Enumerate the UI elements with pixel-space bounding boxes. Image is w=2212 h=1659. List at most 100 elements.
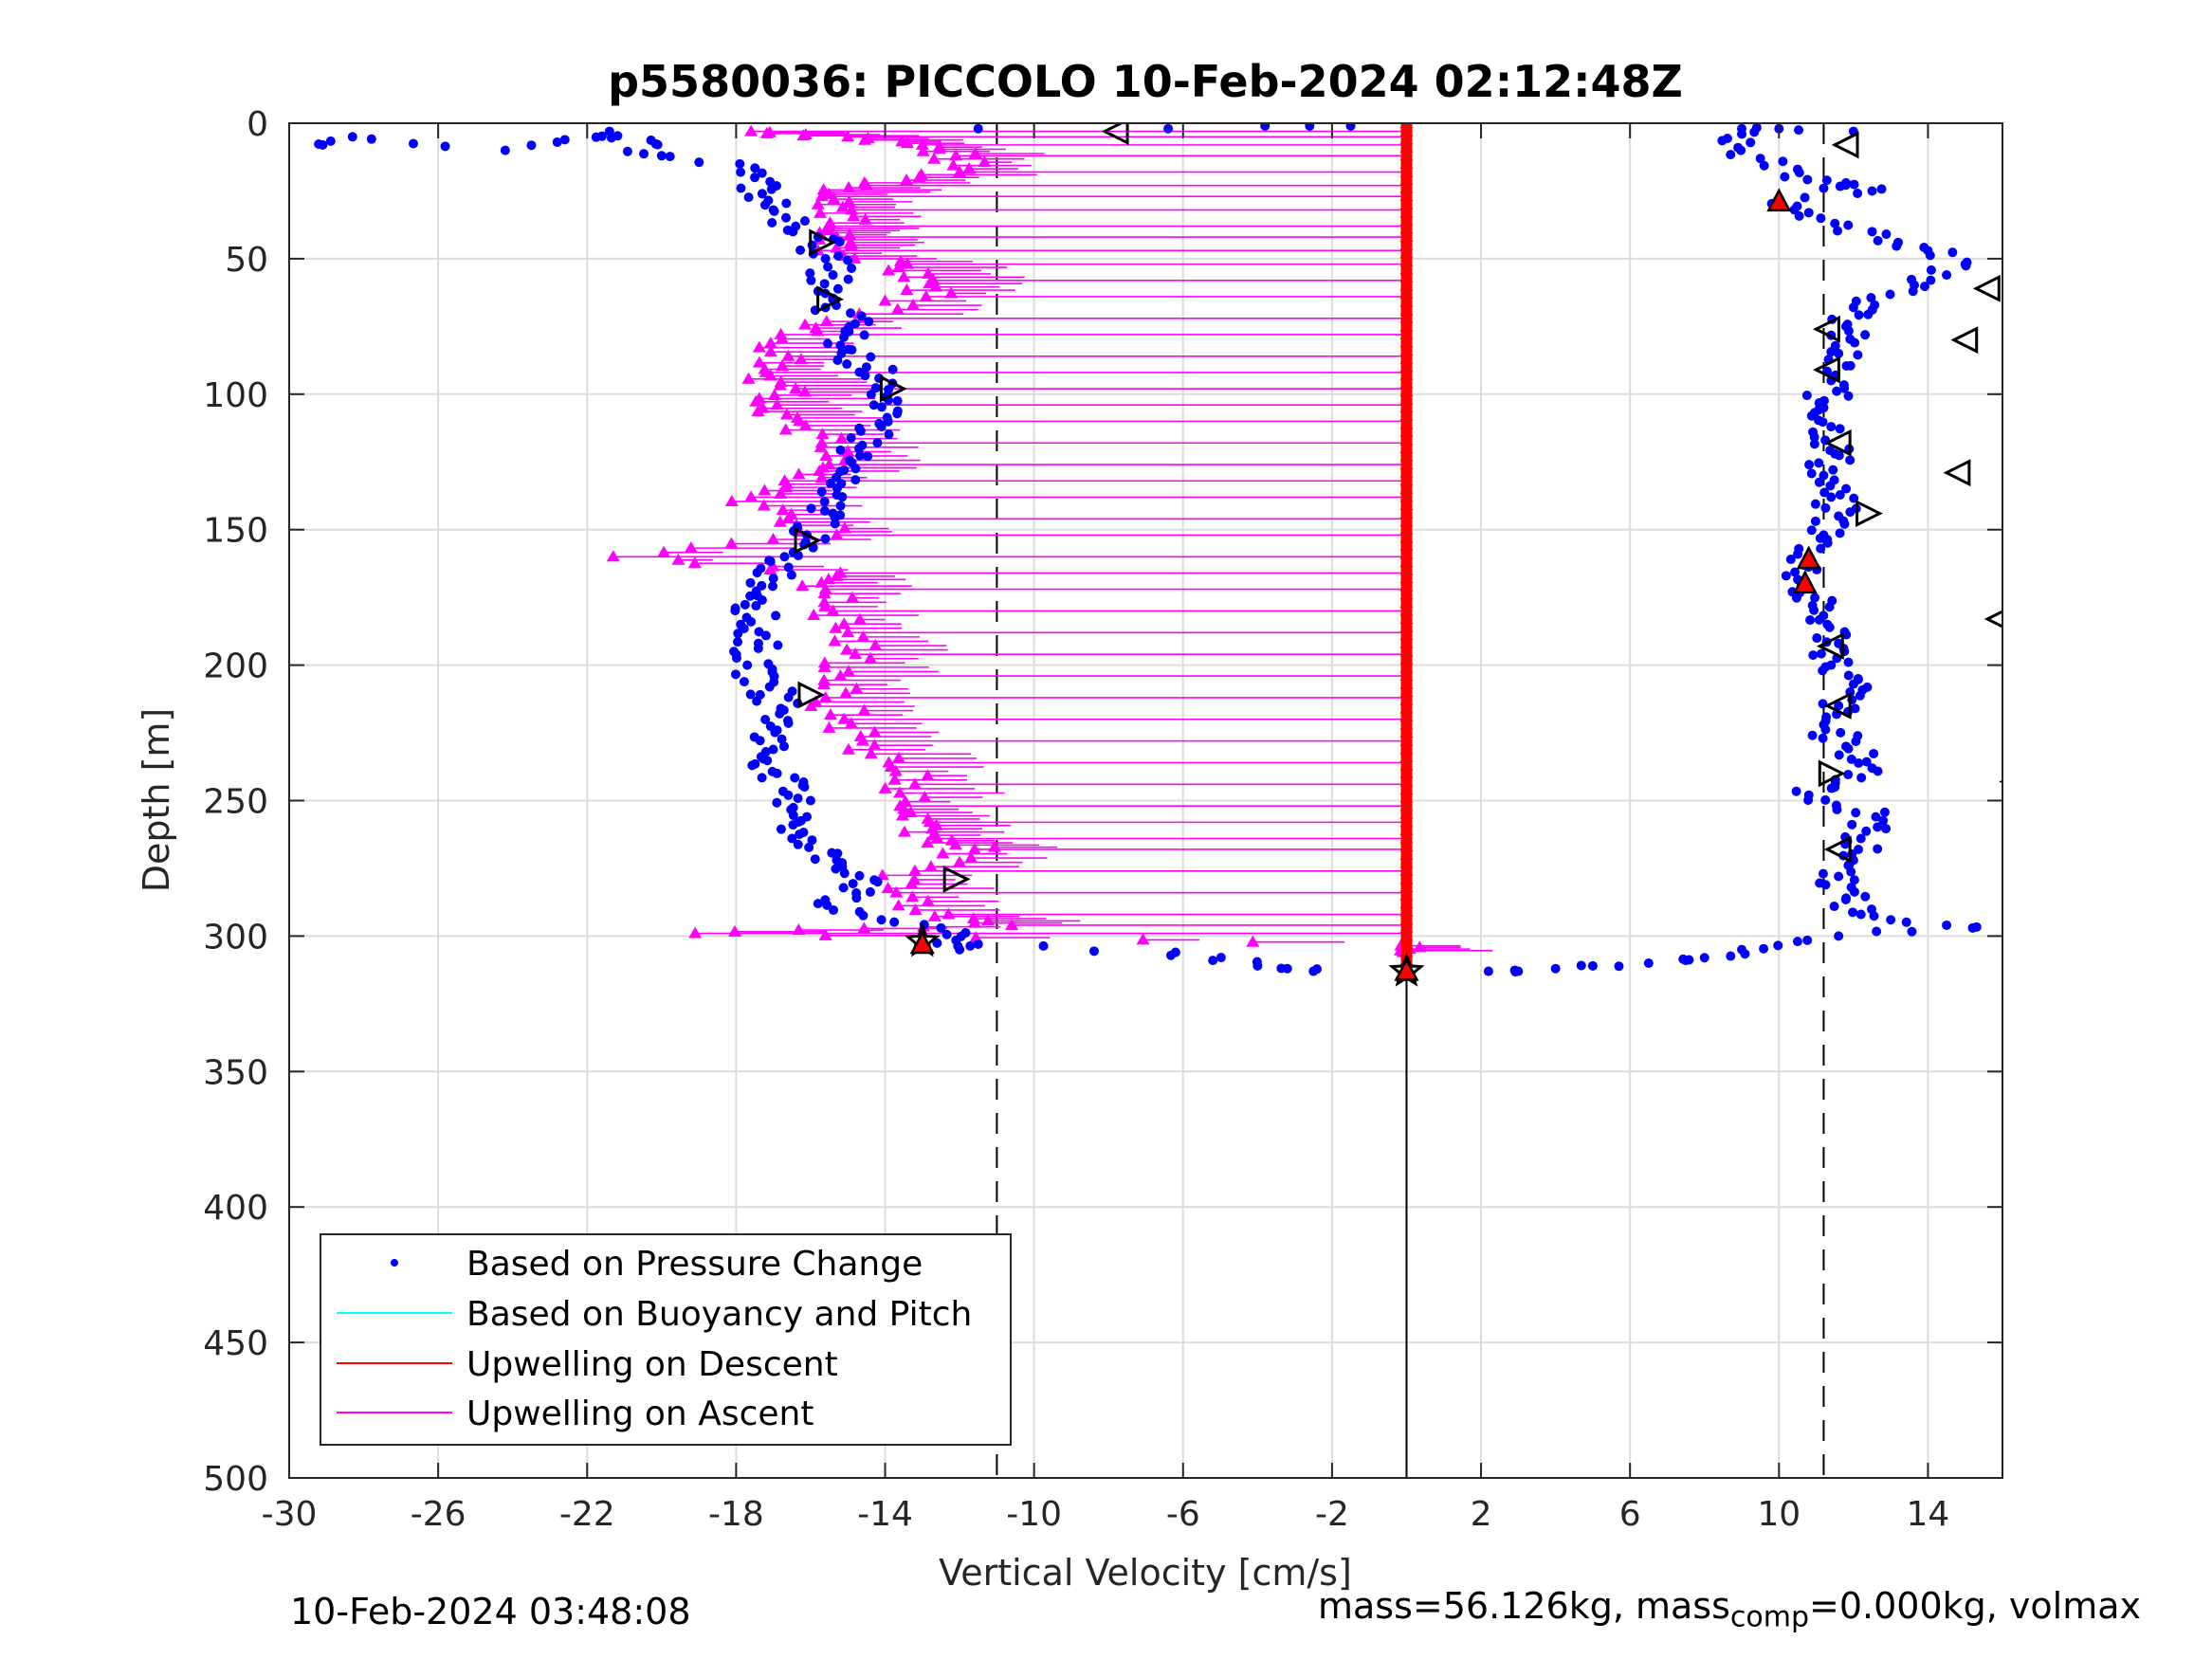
ascent-upwelling-marker [946, 158, 960, 171]
ascent-upwelling-marker [776, 359, 790, 372]
pressure-change-point [736, 167, 746, 177]
pressure-change-point [665, 152, 675, 162]
descent-upwelling-marker [1399, 937, 1414, 949]
pressure-change-point [1856, 909, 1866, 920]
pressure-change-point [843, 274, 853, 284]
ascent-upwelling-marker [856, 629, 870, 642]
ascent-upwelling-marker [749, 394, 763, 407]
pressure-change-point [839, 332, 850, 342]
pressure-change-point [856, 311, 867, 321]
pressure-change-point [1816, 543, 1826, 554]
descent-upwelling-marker [1399, 392, 1414, 405]
ascent-upwelling-marker [964, 851, 978, 864]
pressure-change-point [1820, 724, 1831, 735]
ascent-upwelling-marker [763, 337, 777, 349]
pressure-change-point [1824, 602, 1835, 612]
pressure-change-point [793, 793, 803, 804]
descent-upwelling-marker [1399, 311, 1414, 323]
ascent-upwelling-marker [815, 428, 830, 440]
pressure-change-point [526, 140, 537, 151]
footer-mass-subscript: comp [1729, 1600, 1810, 1634]
right-triangle-marker [797, 681, 826, 709]
pressure-change-point [1942, 920, 1952, 930]
plot-data [314, 123, 2002, 987]
ascent-upwelling-marker [794, 353, 808, 365]
pressure-change-point [1736, 145, 1746, 155]
left-triangle-marker [1983, 610, 2002, 629]
descent-upwelling-marker [1399, 417, 1414, 429]
pressure-change-point [1550, 963, 1561, 974]
pressure-change-point [793, 839, 803, 849]
pressure-change-point [757, 168, 767, 178]
pressure-change-point [770, 727, 780, 738]
pressure-change-point [730, 669, 740, 680]
descent-upwelling-marker [1399, 538, 1414, 551]
descent-upwelling-marker [1399, 213, 1414, 226]
pressure-change-point [1819, 470, 1829, 481]
pressure-change-point [765, 556, 776, 567]
ascent-upwelling-marker [821, 573, 835, 585]
pressure-change-point [1778, 156, 1788, 167]
pressure-change-point [1807, 730, 1818, 740]
pressure-change-point [1860, 330, 1871, 340]
pressure-change-point [892, 395, 903, 406]
descent-upwelling-marker [1399, 327, 1414, 339]
descent-upwelling-marker [1399, 645, 1414, 657]
descent-upwelling-marker [1399, 652, 1414, 665]
x-tick-label: 6 [1619, 1495, 1641, 1534]
ascent-upwelling-marker [847, 210, 861, 222]
ascent-upwelling-marker [878, 781, 892, 793]
descent-upwelling-marker [1399, 522, 1414, 535]
pressure-change-point [777, 734, 787, 744]
pressure-change-point [973, 123, 983, 134]
pressure-change-point [1216, 953, 1226, 963]
pressure-change-point [1833, 226, 1843, 236]
pressure-change-point [1806, 525, 1817, 536]
pressure-change-point [884, 384, 894, 394]
ascent-upwelling-marker [606, 550, 620, 562]
right-triangle-marker [809, 228, 837, 257]
pressure-change-point [855, 426, 866, 436]
descent-upwelling-marker [1399, 482, 1414, 494]
ascent-upwelling-marker [819, 448, 833, 461]
pressure-change-point [838, 883, 849, 893]
x-tick-label: 14 [1907, 1495, 1950, 1534]
pressure-change-point [1847, 819, 1857, 830]
descent-upwelling-marker [1399, 197, 1414, 210]
descent-upwelling-marker [1399, 685, 1414, 698]
left-triangle-marker [1831, 131, 1859, 159]
ascent-upwelling-marker [687, 556, 702, 569]
ascent-upwelling-marker [818, 690, 832, 702]
pressure-change-point [866, 352, 876, 362]
pressure-change-point [1815, 533, 1825, 543]
legend-label-ascent: Upwelling on Ascent [466, 1395, 814, 1433]
pressure-change-point [872, 877, 883, 887]
ascent-upwelling-marker [858, 133, 872, 145]
pressure-change-point [746, 616, 757, 627]
ascent-upwelling-marker [817, 587, 832, 599]
ascent-upwelling-marker [936, 847, 950, 859]
ascent-upwelling-marker [890, 302, 905, 315]
pressure-change-point [1088, 946, 1099, 957]
ascent-upwelling-marker [875, 868, 889, 881]
ascent-upwelling-marker [918, 791, 932, 803]
pressure-change-point [1305, 123, 1315, 131]
y-tick-label: 100 [203, 376, 268, 415]
descent-upwelling-marker [1399, 263, 1414, 275]
pressure-change-point [1942, 270, 1952, 281]
ascent-upwelling-marker [797, 385, 812, 397]
pressure-change-point [863, 451, 873, 462]
ascent-upwelling-marker [921, 769, 935, 781]
pressure-change-point [772, 768, 782, 778]
descent-upwelling-marker [1399, 303, 1414, 316]
x-tick-label: 2 [1471, 1495, 1492, 1534]
ascent-upwelling-marker [949, 149, 963, 161]
descent-upwelling-marker [1399, 254, 1414, 266]
ascent-upwelling-marker [967, 916, 981, 928]
descent-upwelling-marker [1399, 246, 1414, 259]
pressure-change-point [807, 835, 817, 846]
ascent-upwelling-marker [845, 591, 859, 603]
pressure-change-point [1843, 391, 1854, 401]
pressure-change-point [1901, 917, 1911, 927]
pressure-change-point [314, 138, 324, 149]
